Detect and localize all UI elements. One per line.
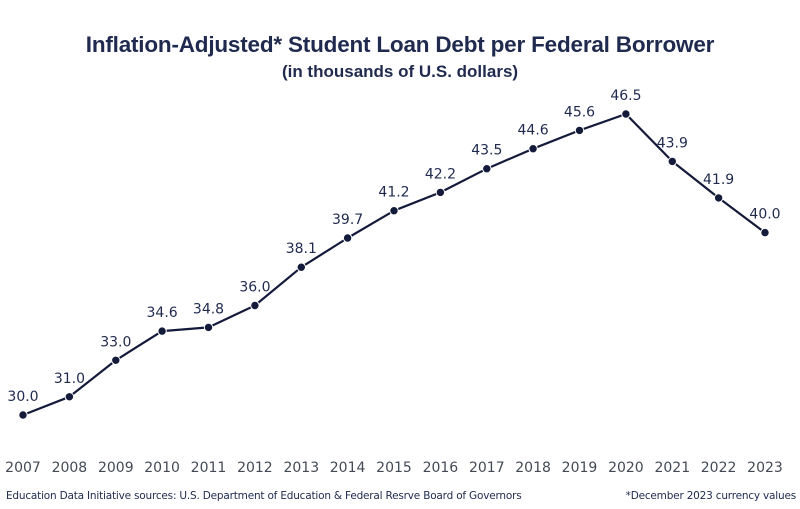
x-tick-2017: 2017 — [469, 460, 505, 476]
data-point-2010 — [157, 326, 167, 336]
x-tick-2007: 2007 — [5, 460, 41, 476]
x-tick-2008: 2008 — [52, 460, 88, 476]
data-label-2014: 39.7 — [332, 212, 363, 228]
data-point-2018 — [528, 144, 538, 154]
x-tick-2015: 2015 — [376, 460, 412, 476]
data-point-2015 — [389, 206, 399, 216]
data-point-2013 — [296, 262, 306, 272]
x-tick-2009: 2009 — [98, 460, 134, 476]
data-label-2015: 41.2 — [378, 185, 409, 201]
data-label-2021: 43.9 — [657, 135, 688, 151]
x-tick-2013: 2013 — [283, 460, 319, 476]
data-point-2009 — [111, 355, 121, 365]
data-label-2012: 36.0 — [239, 280, 270, 296]
data-label-2019: 45.6 — [564, 104, 595, 120]
x-tick-2018: 2018 — [515, 460, 551, 476]
data-label-2011: 34.8 — [193, 301, 224, 317]
data-label-2007: 30.0 — [7, 389, 38, 405]
data-point-2021 — [667, 156, 677, 167]
data-series — [18, 109, 770, 420]
data-point-2023 — [760, 227, 770, 238]
data-point-2016 — [435, 187, 446, 198]
x-tick-2021: 2021 — [654, 460, 690, 476]
data-point-2022 — [713, 193, 724, 203]
data-point-2020 — [621, 109, 631, 119]
x-tick-2014: 2014 — [330, 460, 366, 476]
data-point-2011 — [203, 322, 214, 333]
x-tick-2023: 2023 — [747, 460, 783, 476]
data-label-2016: 42.2 — [425, 166, 456, 182]
data-labels: 30.0 31.0 33.0 34.6 34.8 36.0 38.1 39.7 41.2 42.2… — [7, 88, 780, 405]
data-point-2012 — [250, 300, 260, 311]
chart-title: Inflation-Adjusted* Student Loan Debt pe… — [85, 32, 715, 57]
x-tick-2012: 2012 — [237, 460, 273, 476]
x-tick-2010: 2010 — [144, 460, 180, 476]
x-tick-2020: 2020 — [608, 460, 644, 476]
data-point-2008 — [64, 392, 75, 402]
data-label-2010: 34.6 — [147, 305, 178, 321]
data-label-2018: 44.6 — [518, 123, 549, 139]
x-tick-2022: 2022 — [701, 460, 737, 476]
data-point-2007 — [18, 410, 28, 420]
data-point-2014 — [342, 233, 353, 243]
x-tick-2019: 2019 — [562, 460, 598, 476]
x-tick-2016: 2016 — [423, 460, 459, 476]
data-label-2008: 31.0 — [54, 371, 85, 387]
data-point-2017 — [482, 164, 492, 174]
currency-footnote: *December 2023 currency values — [625, 490, 797, 502]
data-label-2017: 43.5 — [471, 143, 502, 159]
data-label-2023: 40.0 — [749, 207, 780, 223]
source-footnote: Education Data Initiative sources: U.S. … — [6, 490, 522, 502]
chart-subtitle: (in thousands of U.S. dollars) — [281, 62, 519, 81]
x-tick-2011: 2011 — [191, 460, 227, 476]
data-label-2013: 38.1 — [286, 241, 317, 257]
data-label-2020: 46.5 — [610, 88, 641, 104]
data-label-2022: 41.9 — [703, 172, 734, 188]
data-point-2019 — [574, 125, 585, 136]
data-label-2009: 33.0 — [100, 334, 131, 350]
series-line — [22, 112, 766, 417]
x-axis-ticks: 2007 2008 2009 2010 2011 2012 2013 2014 2015 2016… — [5, 460, 783, 476]
